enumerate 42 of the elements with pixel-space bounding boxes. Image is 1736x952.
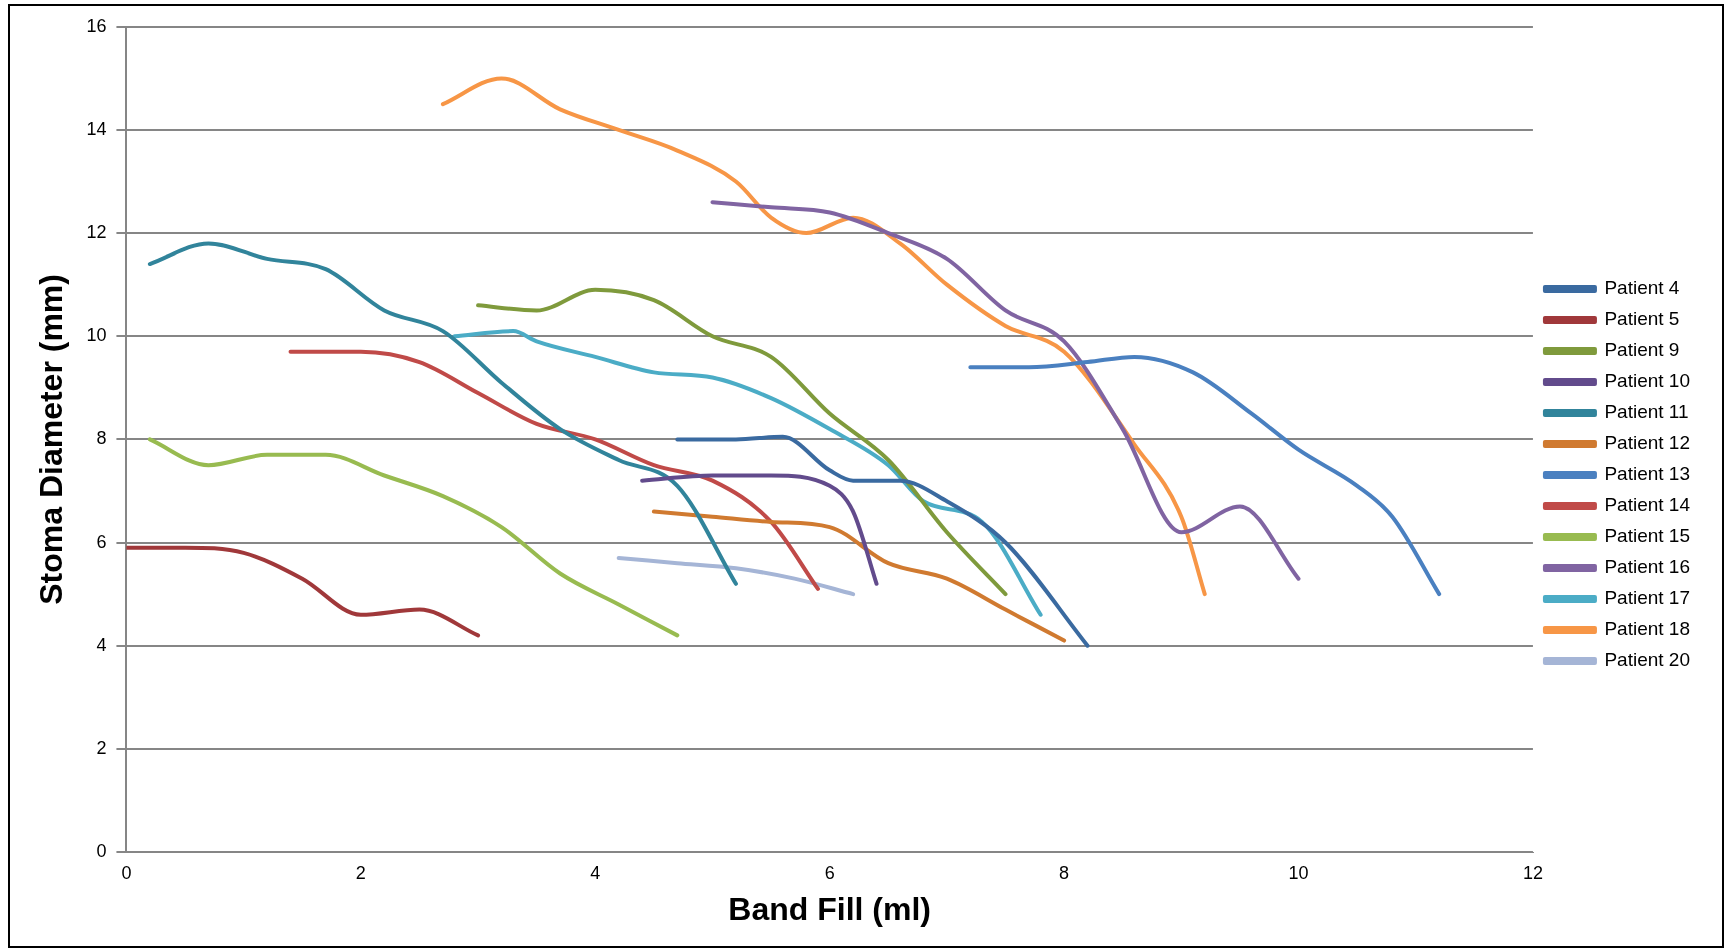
legend-label: Patient 14 [1604, 494, 1691, 516]
legend-label: Patient 12 [1604, 432, 1691, 454]
line-series [675, 434, 1090, 648]
legend-label: Patient 5 [1604, 308, 1680, 330]
y-tick-label: 4 [96, 634, 107, 655]
y-tick-label: 8 [96, 428, 107, 449]
line-series [147, 437, 680, 638]
legend-label: Patient 11 [1604, 401, 1689, 423]
line-series [616, 556, 856, 597]
y-tick-label: 0 [96, 840, 107, 861]
line-series [968, 354, 1442, 597]
line-series [147, 241, 738, 586]
y-tick-label: 10 [86, 325, 107, 346]
line-series [288, 349, 820, 591]
line-series [476, 287, 1008, 597]
y-tick-label: 6 [96, 531, 107, 552]
legend-label: Patient 20 [1604, 649, 1691, 671]
y-tick-label: 16 [86, 15, 107, 36]
x-tick-label: 10 [1288, 862, 1309, 883]
line-series [126, 545, 481, 638]
y-tick-label: 12 [86, 222, 107, 243]
x-tick-label: 4 [590, 862, 601, 883]
x-tick-label: 2 [355, 862, 366, 883]
legend-label: Patient 9 [1604, 339, 1680, 361]
line-series [640, 473, 879, 586]
legend-label: Patient 13 [1604, 463, 1691, 485]
x-tick-label: 0 [121, 862, 132, 883]
y-axis-title: Stoma Diameter (mm) [33, 274, 70, 605]
x-tick-label: 12 [1522, 862, 1543, 883]
line-series [710, 200, 1301, 581]
x-tick-label: 6 [824, 862, 835, 883]
legend-label: Patient 16 [1604, 556, 1691, 578]
legend-label: Patient 10 [1604, 370, 1691, 392]
legend-label: Patient 18 [1604, 618, 1691, 640]
y-tick-label: 2 [96, 737, 107, 758]
x-axis-title: Band Fill (ml) [728, 890, 932, 927]
legend-label: Patient 4 [1604, 277, 1680, 299]
legend-label: Patient 15 [1604, 525, 1691, 547]
x-tick-label: 8 [1059, 862, 1070, 883]
legend-label: Patient 17 [1604, 587, 1691, 609]
y-tick-label: 14 [86, 118, 107, 139]
line-series [651, 509, 1067, 643]
